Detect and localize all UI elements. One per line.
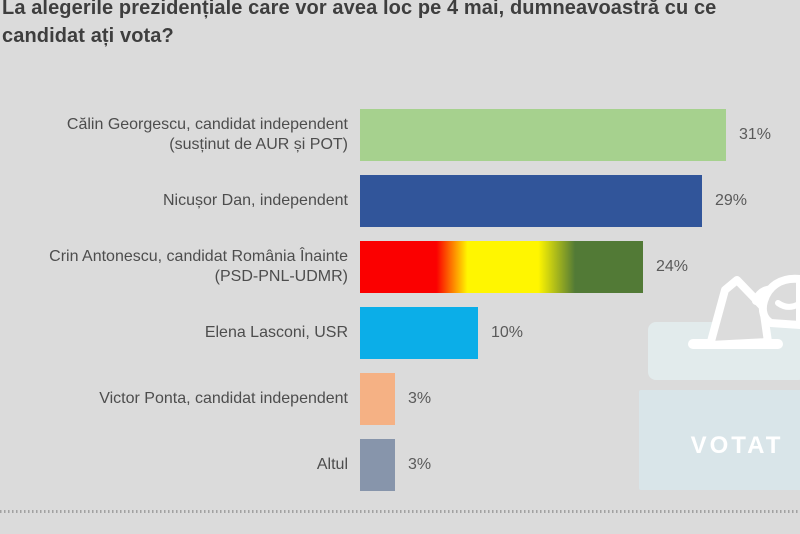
bar-row: Nicușor Dan, independent 29% <box>0 175 800 227</box>
candidate-label-line2: (susținut de AUR și POT) <box>169 136 348 153</box>
candidate-label: Altul <box>0 455 348 475</box>
bar-antonescu <box>360 241 643 293</box>
candidate-label-line1: Victor Ponta, candidat independent <box>99 390 348 407</box>
value-label: 29% <box>715 192 748 209</box>
candidate-label-line1: Altul <box>316 456 348 473</box>
candidate-label-line2: (PSD-PNL-UDMR) <box>214 268 348 285</box>
votat-label: VOTAT <box>691 432 784 459</box>
value-label: 3% <box>408 456 432 473</box>
separator-dotted-line <box>0 510 800 513</box>
bar-georgescu <box>360 109 726 161</box>
ballot-paper-icon <box>706 276 772 349</box>
bar-row: Elena Lasconi, USR 10% <box>0 307 800 359</box>
ballot-box-illustration: VOTAT <box>639 274 800 490</box>
bar-row: Călin Georgescu, candidat independent (s… <box>0 109 800 161</box>
bar-ponta <box>360 373 395 425</box>
page-title: La alegerile prezidențiale care vor avea… <box>2 0 717 47</box>
bar-dan <box>360 175 702 227</box>
candidate-label: Crin Antonescu, candidat România Înainte… <box>0 247 348 287</box>
hand-knuckle-icon <box>775 300 800 310</box>
value-label: 31% <box>739 126 772 143</box>
bar-row: Victor Ponta, candidat independent 3% <box>0 373 800 425</box>
candidate-label-line1: Nicușor Dan, independent <box>162 192 348 209</box>
value-label: 3% <box>408 390 432 407</box>
bar-altul <box>360 439 395 491</box>
bar-row: Crin Antonescu, candidat România Înainte… <box>0 241 800 293</box>
candidate-label-line1: Călin Georgescu, candidat independent <box>66 116 348 133</box>
bar-lasconi <box>360 307 478 359</box>
candidate-label: Călin Georgescu, candidat independent (s… <box>0 115 348 155</box>
value-label: 10% <box>491 324 524 341</box>
candidate-label: Nicușor Dan, independent <box>0 191 348 211</box>
ballot-box-body <box>639 390 800 490</box>
candidate-label-line1: Crin Antonescu, candidat România Înainte <box>49 248 348 265</box>
bar-row: Altul 3% <box>0 439 800 491</box>
candidate-label: Victor Ponta, candidat independent <box>0 389 348 409</box>
value-label: 24% <box>656 258 689 275</box>
candidate-label-line1: Elena Lasconi, USR <box>204 324 348 341</box>
candidate-label: Elena Lasconi, USR <box>0 323 348 343</box>
